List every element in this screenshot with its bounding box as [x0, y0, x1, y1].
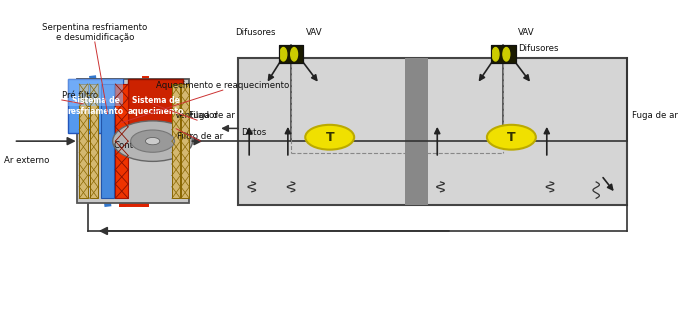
Text: T: T	[326, 131, 334, 144]
Bar	[491, 45, 516, 63]
Bar	[68, 79, 123, 133]
Text: Aquecimento e reaquecimento: Aquecimento e reaquecimento	[156, 81, 289, 90]
Bar	[101, 84, 114, 198]
Text: Contoles: Contoles	[114, 141, 151, 150]
Bar	[181, 84, 189, 198]
Text: Filtro de ar: Filtro de ar	[177, 132, 223, 141]
Bar	[68, 79, 123, 106]
Text: Ar externo: Ar externo	[4, 156, 49, 165]
Text: VAV: VAV	[306, 28, 323, 37]
Text: Difusores: Difusores	[518, 44, 558, 52]
Text: Difusores: Difusores	[235, 28, 276, 37]
Circle shape	[487, 125, 536, 150]
Text: Dutos: Dutos	[241, 128, 266, 137]
Ellipse shape	[503, 48, 510, 61]
Bar	[77, 79, 189, 203]
Bar	[89, 84, 98, 198]
Circle shape	[131, 130, 174, 152]
Text: Pré filtro: Pré filtro	[62, 91, 98, 100]
Text: Ventilador: Ventilador	[175, 111, 219, 120]
Text: Fuga de ar: Fuga de ar	[632, 111, 678, 120]
Bar	[238, 58, 627, 205]
Circle shape	[305, 125, 354, 150]
Bar	[405, 58, 428, 205]
Text: Sistema de
resfriamento: Sistema de resfriamento	[67, 96, 124, 116]
Text: VAV: VAV	[518, 28, 535, 37]
Text: Serpentina resfriamento
e desumidificação: Serpentina resfriamento e desumidificaçã…	[42, 23, 148, 42]
Bar	[172, 84, 180, 198]
Bar	[279, 45, 304, 63]
Ellipse shape	[291, 48, 298, 61]
Circle shape	[146, 137, 160, 145]
Bar	[128, 79, 183, 133]
Circle shape	[113, 121, 193, 161]
Bar	[279, 45, 304, 63]
Text: Fuga de ar: Fuga de ar	[189, 111, 234, 120]
Text: Sistema de
aquecimento: Sistema de aquecimento	[127, 96, 184, 116]
Ellipse shape	[492, 48, 499, 61]
Bar	[491, 45, 516, 63]
Ellipse shape	[280, 48, 287, 61]
Text: T: T	[507, 131, 516, 144]
Bar	[115, 84, 128, 198]
Bar	[79, 84, 88, 198]
